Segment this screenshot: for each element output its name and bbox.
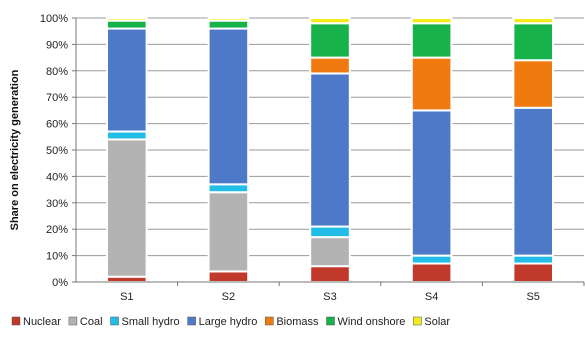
bar-segment-wind-onshore	[410, 22, 453, 59]
bar-segment-solar	[512, 17, 555, 25]
bar-segment-large-hydro	[207, 27, 250, 186]
x-tick-label: S2	[222, 291, 235, 303]
bar-segment-small-hydro	[207, 183, 250, 194]
bar-segment-small-hydro	[512, 254, 555, 265]
y-tick-label: 0%	[52, 277, 68, 289]
legend-swatch	[110, 316, 119, 326]
y-tick-label: 40%	[46, 171, 68, 183]
bar-segment-small-hydro	[105, 130, 148, 141]
bar-segment-large-hydro	[512, 106, 555, 257]
y-tick-label: 50%	[46, 145, 68, 157]
bar-segment-coal	[105, 138, 148, 278]
legend-swatch	[187, 316, 196, 326]
bar-segment-large-hydro	[410, 109, 453, 257]
x-tick-label: S4	[425, 291, 438, 303]
bar-segment-solar	[105, 17, 148, 22]
bars-layer	[105, 17, 555, 284]
bar-segment-solar	[410, 17, 453, 25]
legend: Nuclear Coal Small hydro Large hydro Biomass…	[11, 316, 450, 328]
y-tick-label: 60%	[46, 119, 68, 131]
bar-segment-small-hydro	[309, 225, 351, 239]
legend-label: Nuclear	[23, 316, 61, 328]
bar-segment-small-hydro	[410, 254, 453, 265]
y-tick-label: 30%	[46, 198, 68, 210]
y-tick-label: 20%	[46, 224, 68, 236]
y-tick-label: 10%	[46, 251, 68, 263]
bar-segment-biomass	[410, 56, 453, 112]
bar-segment-wind-onshore	[512, 22, 555, 62]
y-tick-label: 90%	[46, 39, 68, 51]
legend-label: Large hydro	[199, 316, 258, 328]
legend-label: Wind onshore	[338, 316, 406, 328]
axes-layer: 0% 10% 20% 30% 40% 50% 60% 70% 80% 90% 100% S1 S2 S3 S…	[40, 13, 585, 303]
bar-segment-wind-onshore	[309, 22, 351, 59]
bar-segment-wind-onshore	[207, 19, 250, 30]
bar-segment-coal	[309, 236, 351, 268]
bar-segment-nuclear	[512, 262, 555, 283]
bar-segment-solar	[309, 17, 351, 25]
bar-segment-biomass	[512, 59, 555, 109]
legend-swatch	[326, 316, 335, 326]
bar-segment-wind-onshore	[105, 19, 148, 30]
bar-segment-large-hydro	[309, 72, 351, 228]
bar-segment-large-hydro	[105, 27, 148, 133]
bar-segment-biomass	[309, 56, 351, 75]
y-tick-label: 80%	[46, 66, 68, 78]
legend-label: Coal	[80, 316, 103, 328]
x-tick-label: S1	[120, 291, 133, 303]
legend-label: Small hydro	[122, 316, 180, 328]
y-tick-label: 100%	[40, 13, 68, 25]
y-tick-label: 70%	[46, 92, 68, 104]
bar-segment-solar	[207, 17, 250, 22]
bar-segment-nuclear	[309, 265, 351, 284]
legend-swatch	[265, 316, 274, 326]
legend-label: Solar	[424, 316, 450, 328]
x-tick-label: S3	[323, 291, 336, 303]
y-axis-title: Share on electricity generation	[9, 69, 21, 230]
legend-swatch	[11, 316, 21, 326]
bar-segment-nuclear	[207, 270, 250, 284]
bar-segment-coal	[207, 191, 250, 273]
legend-label: Biomass	[276, 316, 319, 328]
legend-swatch	[68, 316, 78, 326]
legend-swatch	[413, 316, 422, 326]
bar-segment-nuclear	[410, 262, 453, 283]
x-tick-label: S5	[526, 291, 539, 303]
